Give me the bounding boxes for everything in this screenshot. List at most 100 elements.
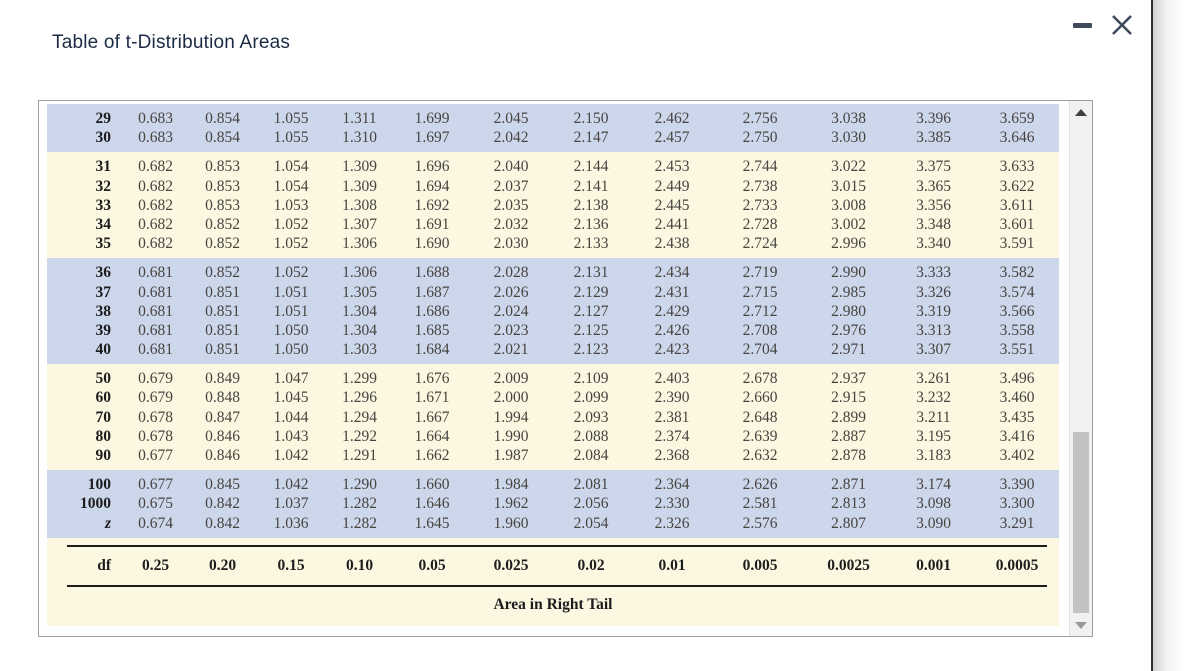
df-cell: 40 bbox=[95, 341, 112, 359]
value-cell: 3.333 bbox=[916, 264, 951, 282]
value-cell: 1.984 bbox=[493, 476, 529, 494]
value-cell: 2.030 bbox=[493, 235, 529, 253]
value-cell: 0.678 bbox=[138, 408, 173, 426]
value-cell: 3.008 bbox=[831, 196, 866, 214]
table-row: 60 0.679 0.848 1.045 1.296 1.671 2.000 2.099 2.3… bbox=[47, 388, 1059, 407]
row-group-cream: 31 0.682 0.853 1.054 1.309 1.696 2.040 2.144 2.4… bbox=[47, 152, 1059, 259]
value-cell: 2.133 bbox=[573, 235, 609, 253]
value-cell: 1.296 bbox=[342, 389, 377, 407]
value-cell: 3.211 bbox=[916, 408, 951, 426]
value-cell: 2.136 bbox=[573, 215, 609, 233]
value-cell: 1.054 bbox=[273, 158, 309, 176]
value-cell: 2.990 bbox=[831, 264, 866, 282]
vertical-scrollbar[interactable] bbox=[1069, 101, 1092, 636]
value-cell: 0.025 bbox=[493, 556, 529, 574]
df-cell: 37 bbox=[95, 283, 112, 301]
value-cell: 0.851 bbox=[205, 321, 240, 339]
scroll-up-arrow-icon bbox=[1075, 108, 1087, 116]
value-cell: 1.054 bbox=[273, 177, 309, 195]
value-cell: 3.402 bbox=[999, 447, 1035, 464]
df-cell: 80 bbox=[95, 427, 112, 445]
value-cell: 2.045 bbox=[493, 110, 529, 127]
close-button[interactable] bbox=[1104, 8, 1140, 42]
value-cell: 3.611 bbox=[999, 196, 1035, 214]
value-cell: 2.715 bbox=[742, 283, 778, 301]
value-cell: 1.052 bbox=[273, 235, 309, 253]
value-cell: 2.056 bbox=[573, 495, 609, 513]
value-cell: 3.622 bbox=[999, 177, 1035, 195]
value-cell: 0.15 bbox=[277, 556, 305, 574]
value-cell: 2.576 bbox=[742, 514, 778, 532]
table-row: 36 0.681 0.852 1.052 1.306 1.688 2.028 2.131 2.4… bbox=[47, 263, 1059, 282]
t-table-content: 29 0.683 0.854 1.055 1.311 1.699 2.045 2.150 2.4… bbox=[47, 101, 1059, 626]
value-cell: 2.374 bbox=[654, 427, 690, 445]
value-cell: 3.232 bbox=[916, 389, 951, 407]
value-cell: 2.750 bbox=[742, 129, 778, 147]
value-cell: 3.038 bbox=[831, 110, 866, 127]
value-cell: 1.687 bbox=[414, 283, 450, 301]
value-cell: 1.294 bbox=[342, 408, 377, 426]
value-cell: 2.403 bbox=[654, 370, 690, 388]
value-cell: 0.675 bbox=[138, 495, 173, 513]
value-cell: 2.009 bbox=[493, 370, 529, 388]
minimize-button[interactable] bbox=[1066, 12, 1098, 38]
value-cell: 0.681 bbox=[138, 321, 173, 339]
value-cell: 3.195 bbox=[916, 427, 951, 445]
value-cell: 0.25 bbox=[141, 556, 170, 574]
table-row: 40 0.681 0.851 1.050 1.303 1.684 2.021 2.123 2.4… bbox=[47, 340, 1059, 359]
value-cell: 1.299 bbox=[342, 370, 377, 388]
table-row: 35 0.682 0.852 1.052 1.306 1.690 2.030 2.133 2.4… bbox=[47, 234, 1059, 253]
value-cell: 2.042 bbox=[493, 129, 529, 147]
value-cell: 0.842 bbox=[205, 514, 240, 532]
df-cell: 50 bbox=[95, 370, 112, 388]
value-cell: 2.445 bbox=[654, 196, 690, 214]
minimize-icon bbox=[1072, 22, 1092, 28]
value-cell: 0.02 bbox=[577, 556, 605, 574]
value-cell: 2.123 bbox=[573, 341, 609, 359]
value-cell: 1.660 bbox=[414, 476, 450, 494]
df-cell: 34 bbox=[95, 215, 112, 233]
value-cell: 3.022 bbox=[831, 158, 866, 176]
scroll-up-button[interactable] bbox=[1070, 103, 1092, 121]
value-cell: 2.125 bbox=[573, 321, 609, 339]
value-cell: 1.667 bbox=[414, 408, 450, 426]
value-cell: 2.423 bbox=[654, 341, 690, 359]
value-cell: 2.023 bbox=[493, 321, 529, 339]
value-cell: 1.307 bbox=[342, 215, 377, 233]
scrollbar-thumb[interactable] bbox=[1073, 432, 1089, 613]
value-cell: 1.310 bbox=[342, 129, 377, 147]
value-cell: 2.088 bbox=[573, 427, 609, 445]
row-group-blue: 100 0.677 0.845 1.042 1.290 1.660 1.984 2.081 2.… bbox=[47, 470, 1059, 538]
scroll-down-button[interactable] bbox=[1070, 616, 1092, 634]
window-edge-shadow bbox=[1153, 0, 1185, 671]
value-cell: 3.416 bbox=[999, 427, 1035, 445]
value-cell: 1.053 bbox=[273, 196, 309, 214]
df-cell: 100 bbox=[87, 476, 111, 494]
value-cell: 0.001 bbox=[916, 556, 951, 574]
value-cell: 1.696 bbox=[414, 158, 450, 176]
value-cell: 3.319 bbox=[916, 302, 951, 320]
value-cell: 0.20 bbox=[208, 556, 237, 574]
df-cell: 30 bbox=[95, 129, 112, 147]
value-cell: 3.307 bbox=[916, 341, 951, 359]
value-cell: 1.051 bbox=[273, 302, 309, 320]
value-cell: 0.851 bbox=[205, 283, 240, 301]
value-cell: 2.129 bbox=[573, 283, 609, 301]
value-cell: 2.426 bbox=[654, 321, 690, 339]
value-cell: 1.042 bbox=[273, 476, 309, 494]
row-group-blue: 36 0.681 0.852 1.052 1.306 1.688 2.028 2.131 2.4… bbox=[47, 258, 1059, 365]
value-cell: 0.682 bbox=[138, 215, 173, 233]
value-cell: 0.679 bbox=[138, 370, 173, 388]
value-cell: 3.261 bbox=[916, 370, 951, 388]
value-cell: 3.183 bbox=[916, 447, 951, 464]
value-cell: 2.026 bbox=[493, 283, 529, 301]
value-cell: 1.304 bbox=[342, 302, 377, 320]
value-cell: 2.807 bbox=[831, 514, 866, 532]
value-cell: 1.688 bbox=[414, 264, 450, 282]
value-cell: 2.364 bbox=[654, 476, 690, 494]
table-footer: df 0.25 0.20 0.15 0.10 0.05 0.025 0.02 0.01 0.005… bbox=[47, 537, 1059, 626]
value-cell: 0.848 bbox=[205, 389, 240, 407]
value-cell: 2.037 bbox=[493, 177, 529, 195]
value-cell: 1.662 bbox=[414, 447, 450, 464]
value-cell: 2.462 bbox=[654, 110, 690, 127]
